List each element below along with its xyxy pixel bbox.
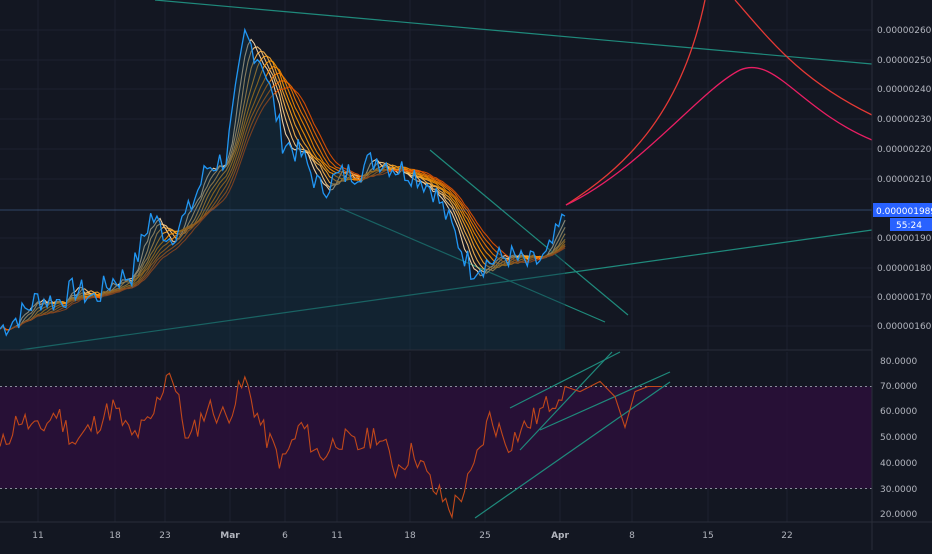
price-tick-label: 0.0000021000 [877, 175, 932, 185]
time-tick-label: 11 [331, 531, 342, 541]
rsi-tick-label: 30.0000 [880, 485, 917, 495]
price-tick-label: 0.0000026000 [877, 26, 932, 36]
rsi-line [0, 372, 662, 520]
time-axis[interactable]: 11 18 23 Mar 6 11 18 25 Apr 8 15 22 [32, 531, 792, 541]
countdown-label: 55:24 [896, 221, 922, 231]
trendline [519, 351, 613, 451]
price-tick-label: 0.0000025000 [877, 56, 932, 66]
price-axis[interactable]: 0.0000026000 0.0000025000 0.0000024000 0.00… [877, 26, 932, 332]
price-series [0, 27, 872, 350]
time-tick-label: 25 [479, 531, 490, 541]
trendline [539, 371, 671, 431]
trendline [154, 0, 873, 65]
ma-ribbon-line [0, 55, 566, 331]
trendline [474, 381, 671, 519]
rsi-overbought-oversold-band [0, 386, 872, 489]
time-tick-label: 23 [159, 531, 170, 541]
time-tick-label: 6 [282, 531, 288, 541]
current-price-tag: 0.0000019899 55:24 [873, 203, 932, 231]
time-tick-label: 18 [404, 531, 416, 541]
rsi-tick-label: 60.0000 [880, 407, 917, 417]
countdown-tag-bg [890, 218, 932, 231]
rsi-tick-label: 20.0000 [880, 510, 917, 520]
trendline [509, 351, 621, 409]
time-tick-label: 18 [109, 531, 121, 541]
trendline [429, 149, 629, 316]
rsi-band [0, 386, 872, 489]
price-tick-label: 0.0000016000 [877, 322, 932, 332]
rsi-tick-label: 50.0000 [880, 433, 917, 443]
rsi-series [0, 372, 662, 520]
projection-pink [565, 66, 873, 206]
price-tick-label: 0.0000019000 [877, 234, 932, 244]
price-tick-label: 0.0000018000 [877, 264, 932, 274]
price-tick-label: 0.0000023000 [877, 115, 932, 125]
time-tick-label: 15 [702, 531, 713, 541]
price-area [0, 29, 565, 350]
projection-red-fall [734, 0, 873, 116]
time-tick-label: 8 [629, 531, 635, 541]
time-tick-label: 22 [781, 531, 792, 541]
price-line [0, 27, 566, 337]
trendline [19, 229, 873, 351]
current-price-tag-bg [873, 203, 932, 217]
time-tick-label: Apr [551, 531, 569, 541]
time-tick-label: Mar [220, 531, 240, 541]
price-tick-label: 0.0000024000 [877, 85, 932, 95]
current-price-label: 0.0000019899 [876, 207, 932, 217]
trendlines [19, 0, 873, 519]
projection-red-rise [565, 0, 706, 206]
rsi-tick-label: 80.0000 [880, 357, 917, 367]
rsi-tick-label: 70.0000 [880, 382, 917, 392]
projection-curves [565, 0, 873, 206]
price-tick-label: 0.0000022000 [877, 145, 932, 155]
time-tick-label: 11 [32, 531, 43, 541]
ma-ribbon-line [0, 86, 566, 331]
rsi-tick-label: 40.0000 [880, 459, 917, 469]
price-tick-label: 0.0000017000 [877, 293, 932, 303]
rsi-axis[interactable]: 80.0000 70.0000 60.0000 50.0000 40.0000 30.00… [880, 357, 917, 520]
